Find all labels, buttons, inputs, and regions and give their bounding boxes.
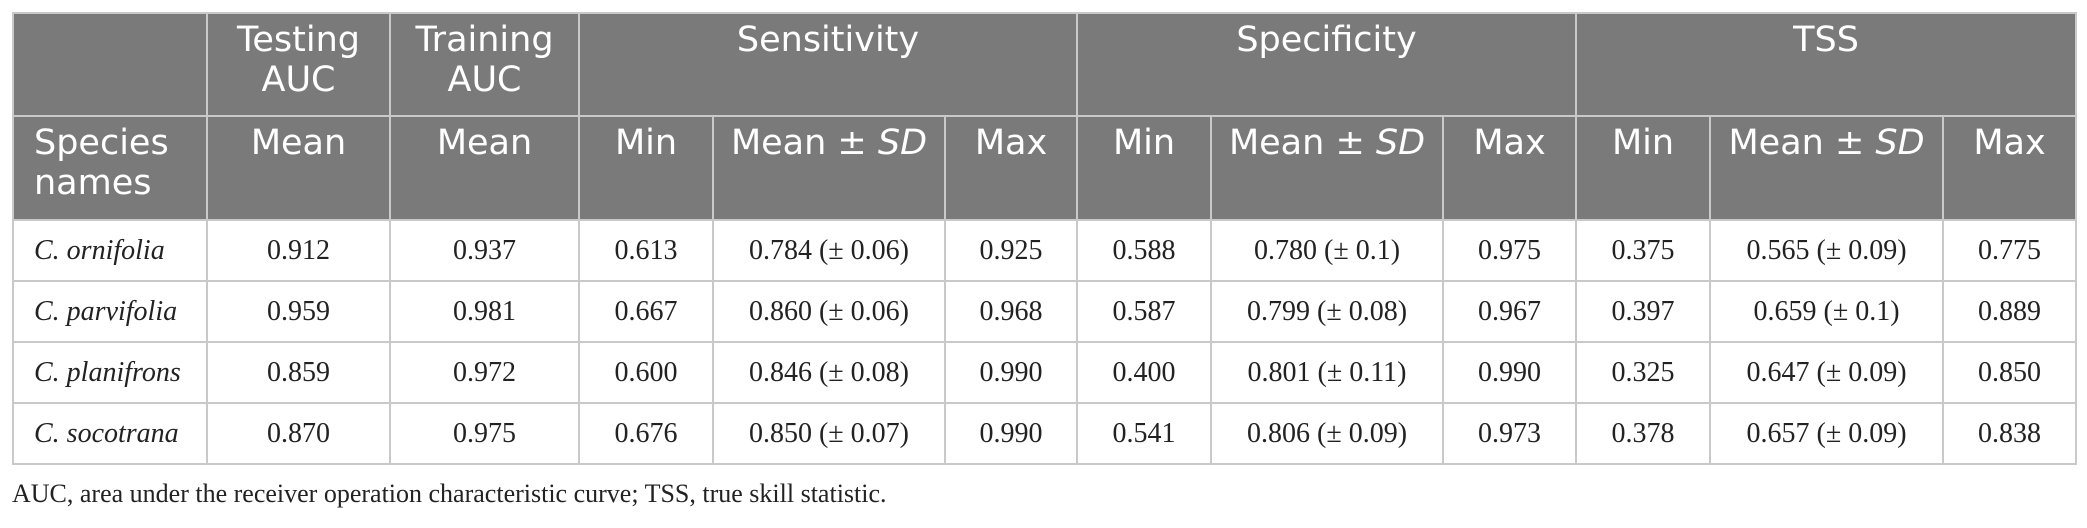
mean-pm-label: Mean ± bbox=[1228, 123, 1376, 163]
table-row: C. socotrana 0.870 0.975 0.676 0.850 (± … bbox=[12, 402, 2078, 465]
tss-mean-cell: 0.657 (± 0.09) bbox=[1709, 402, 1945, 465]
specificity-min-cell: 0.588 bbox=[1076, 219, 1213, 282]
table-row: C. parvifolia 0.959 0.981 0.667 0.860 (±… bbox=[12, 280, 2078, 343]
tss-mean-cell: 0.565 (± 0.09) bbox=[1709, 219, 1945, 282]
tss-max-cell: 0.850 bbox=[1942, 341, 2078, 404]
mean-pm-label: Mean ± bbox=[1728, 123, 1876, 163]
sensitivity-max-cell: 0.990 bbox=[943, 402, 1079, 465]
species-name-cell: C. ornifolia bbox=[12, 219, 208, 282]
specificity-mean-cell: 0.799 (± 0.08) bbox=[1210, 280, 1445, 343]
sensitivity-mean-cell: 0.784 (± 0.06) bbox=[712, 219, 946, 282]
specificity-min-cell: 0.400 bbox=[1076, 341, 1213, 404]
header-tss: TSS bbox=[1575, 12, 2078, 117]
table-container: Testing AUC Training AUC Sensitivity Spe… bbox=[12, 12, 2078, 509]
sd-label: SD bbox=[1875, 123, 1925, 163]
header-row-stats: Species names Mean Mean Min Mean ± SD Ma… bbox=[12, 115, 2078, 221]
tss-min-cell: 0.397 bbox=[1575, 280, 1712, 343]
header-species-names: Species names bbox=[12, 115, 208, 221]
specificity-mean-cell: 0.801 (± 0.11) bbox=[1210, 341, 1445, 404]
testing-auc-cell: 0.870 bbox=[206, 402, 391, 465]
testing-auc-cell: 0.912 bbox=[206, 219, 391, 282]
sensitivity-mean-cell: 0.860 (± 0.06) bbox=[712, 280, 946, 343]
header-empty-cell bbox=[12, 12, 208, 117]
header-specificity-min: Min bbox=[1076, 115, 1213, 221]
sensitivity-min-cell: 0.600 bbox=[578, 341, 714, 404]
testing-auc-cell: 0.859 bbox=[206, 341, 391, 404]
tss-mean-cell: 0.659 (± 0.1) bbox=[1709, 280, 1945, 343]
specificity-min-cell: 0.541 bbox=[1076, 402, 1213, 465]
mean-pm-label: Mean ± bbox=[730, 123, 878, 163]
specificity-max-cell: 0.967 bbox=[1442, 280, 1578, 343]
header-specificity-max: Max bbox=[1442, 115, 1578, 221]
header-sensitivity: Sensitivity bbox=[577, 12, 1079, 117]
header-specificity-mean-sd: Mean ± SD bbox=[1210, 115, 1445, 221]
header-sensitivity-min: Min bbox=[578, 115, 714, 221]
table-footnote: AUC, area under the receiver operation c… bbox=[12, 479, 887, 508]
species-name-cell: C. planifrons bbox=[12, 341, 208, 404]
tss-min-cell: 0.325 bbox=[1575, 341, 1712, 404]
sd-label: SD bbox=[1375, 123, 1426, 163]
tss-max-cell: 0.838 bbox=[1942, 402, 2078, 465]
header-row-groups: Testing AUC Training AUC Sensitivity Spe… bbox=[12, 12, 2078, 117]
training-auc-cell: 0.937 bbox=[389, 219, 580, 282]
specificity-max-cell: 0.990 bbox=[1442, 341, 1578, 404]
sensitivity-min-cell: 0.676 bbox=[578, 402, 714, 465]
header-tss-min: Min bbox=[1575, 115, 1712, 221]
model-performance-table: Testing AUC Training AUC Sensitivity Spe… bbox=[12, 12, 2078, 465]
sensitivity-mean-cell: 0.850 (± 0.07) bbox=[712, 402, 946, 465]
training-auc-cell: 0.972 bbox=[389, 341, 580, 404]
sensitivity-max-cell: 0.990 bbox=[943, 341, 1079, 404]
specificity-min-cell: 0.587 bbox=[1076, 280, 1213, 343]
specificity-mean-cell: 0.806 (± 0.09) bbox=[1210, 402, 1445, 465]
tss-min-cell: 0.378 bbox=[1575, 402, 1712, 465]
table-row: C. planifrons 0.859 0.972 0.600 0.846 (±… bbox=[12, 341, 2078, 404]
species-name-cell: C. parvifolia bbox=[12, 280, 208, 343]
tss-max-cell: 0.775 bbox=[1942, 219, 2078, 282]
testing-auc-cell: 0.959 bbox=[206, 280, 391, 343]
header-tss-max: Max bbox=[1942, 115, 2078, 221]
header-training-mean: Mean bbox=[389, 115, 580, 221]
tss-min-cell: 0.375 bbox=[1575, 219, 1712, 282]
training-auc-cell: 0.975 bbox=[389, 402, 580, 465]
header-specificity: Specificity bbox=[1076, 12, 1578, 117]
specificity-max-cell: 0.973 bbox=[1442, 402, 1578, 465]
tss-mean-cell: 0.647 (± 0.09) bbox=[1709, 341, 1945, 404]
sensitivity-max-cell: 0.968 bbox=[943, 280, 1079, 343]
header-training-auc: Training AUC bbox=[389, 12, 580, 117]
header-sensitivity-mean-sd: Mean ± SD bbox=[712, 115, 946, 221]
sensitivity-mean-cell: 0.846 (± 0.08) bbox=[712, 341, 946, 404]
header-testing-mean: Mean bbox=[206, 115, 391, 221]
header-sensitivity-max: Max bbox=[943, 115, 1079, 221]
training-auc-cell: 0.981 bbox=[389, 280, 580, 343]
species-name-cell: C. socotrana bbox=[12, 402, 208, 465]
sensitivity-max-cell: 0.925 bbox=[943, 219, 1079, 282]
specificity-max-cell: 0.975 bbox=[1442, 219, 1578, 282]
table-row: C. ornifolia 0.912 0.937 0.613 0.784 (± … bbox=[12, 219, 2078, 282]
sensitivity-min-cell: 0.667 bbox=[578, 280, 714, 343]
header-tss-mean-sd: Mean ± SD bbox=[1709, 115, 1945, 221]
sensitivity-min-cell: 0.613 bbox=[578, 219, 714, 282]
header-testing-auc: Testing AUC bbox=[206, 12, 391, 117]
specificity-mean-cell: 0.780 (± 0.1) bbox=[1210, 219, 1445, 282]
tss-max-cell: 0.889 bbox=[1942, 280, 2078, 343]
sd-label: SD bbox=[877, 123, 928, 163]
